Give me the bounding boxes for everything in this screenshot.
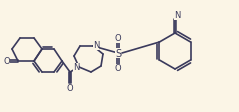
Text: O: O bbox=[67, 84, 73, 93]
Text: O: O bbox=[115, 34, 121, 43]
Text: N: N bbox=[73, 63, 79, 72]
Text: O: O bbox=[115, 64, 121, 73]
Text: S: S bbox=[115, 49, 121, 58]
Text: O: O bbox=[4, 57, 10, 66]
Text: N: N bbox=[174, 11, 180, 20]
Text: N: N bbox=[93, 41, 99, 50]
